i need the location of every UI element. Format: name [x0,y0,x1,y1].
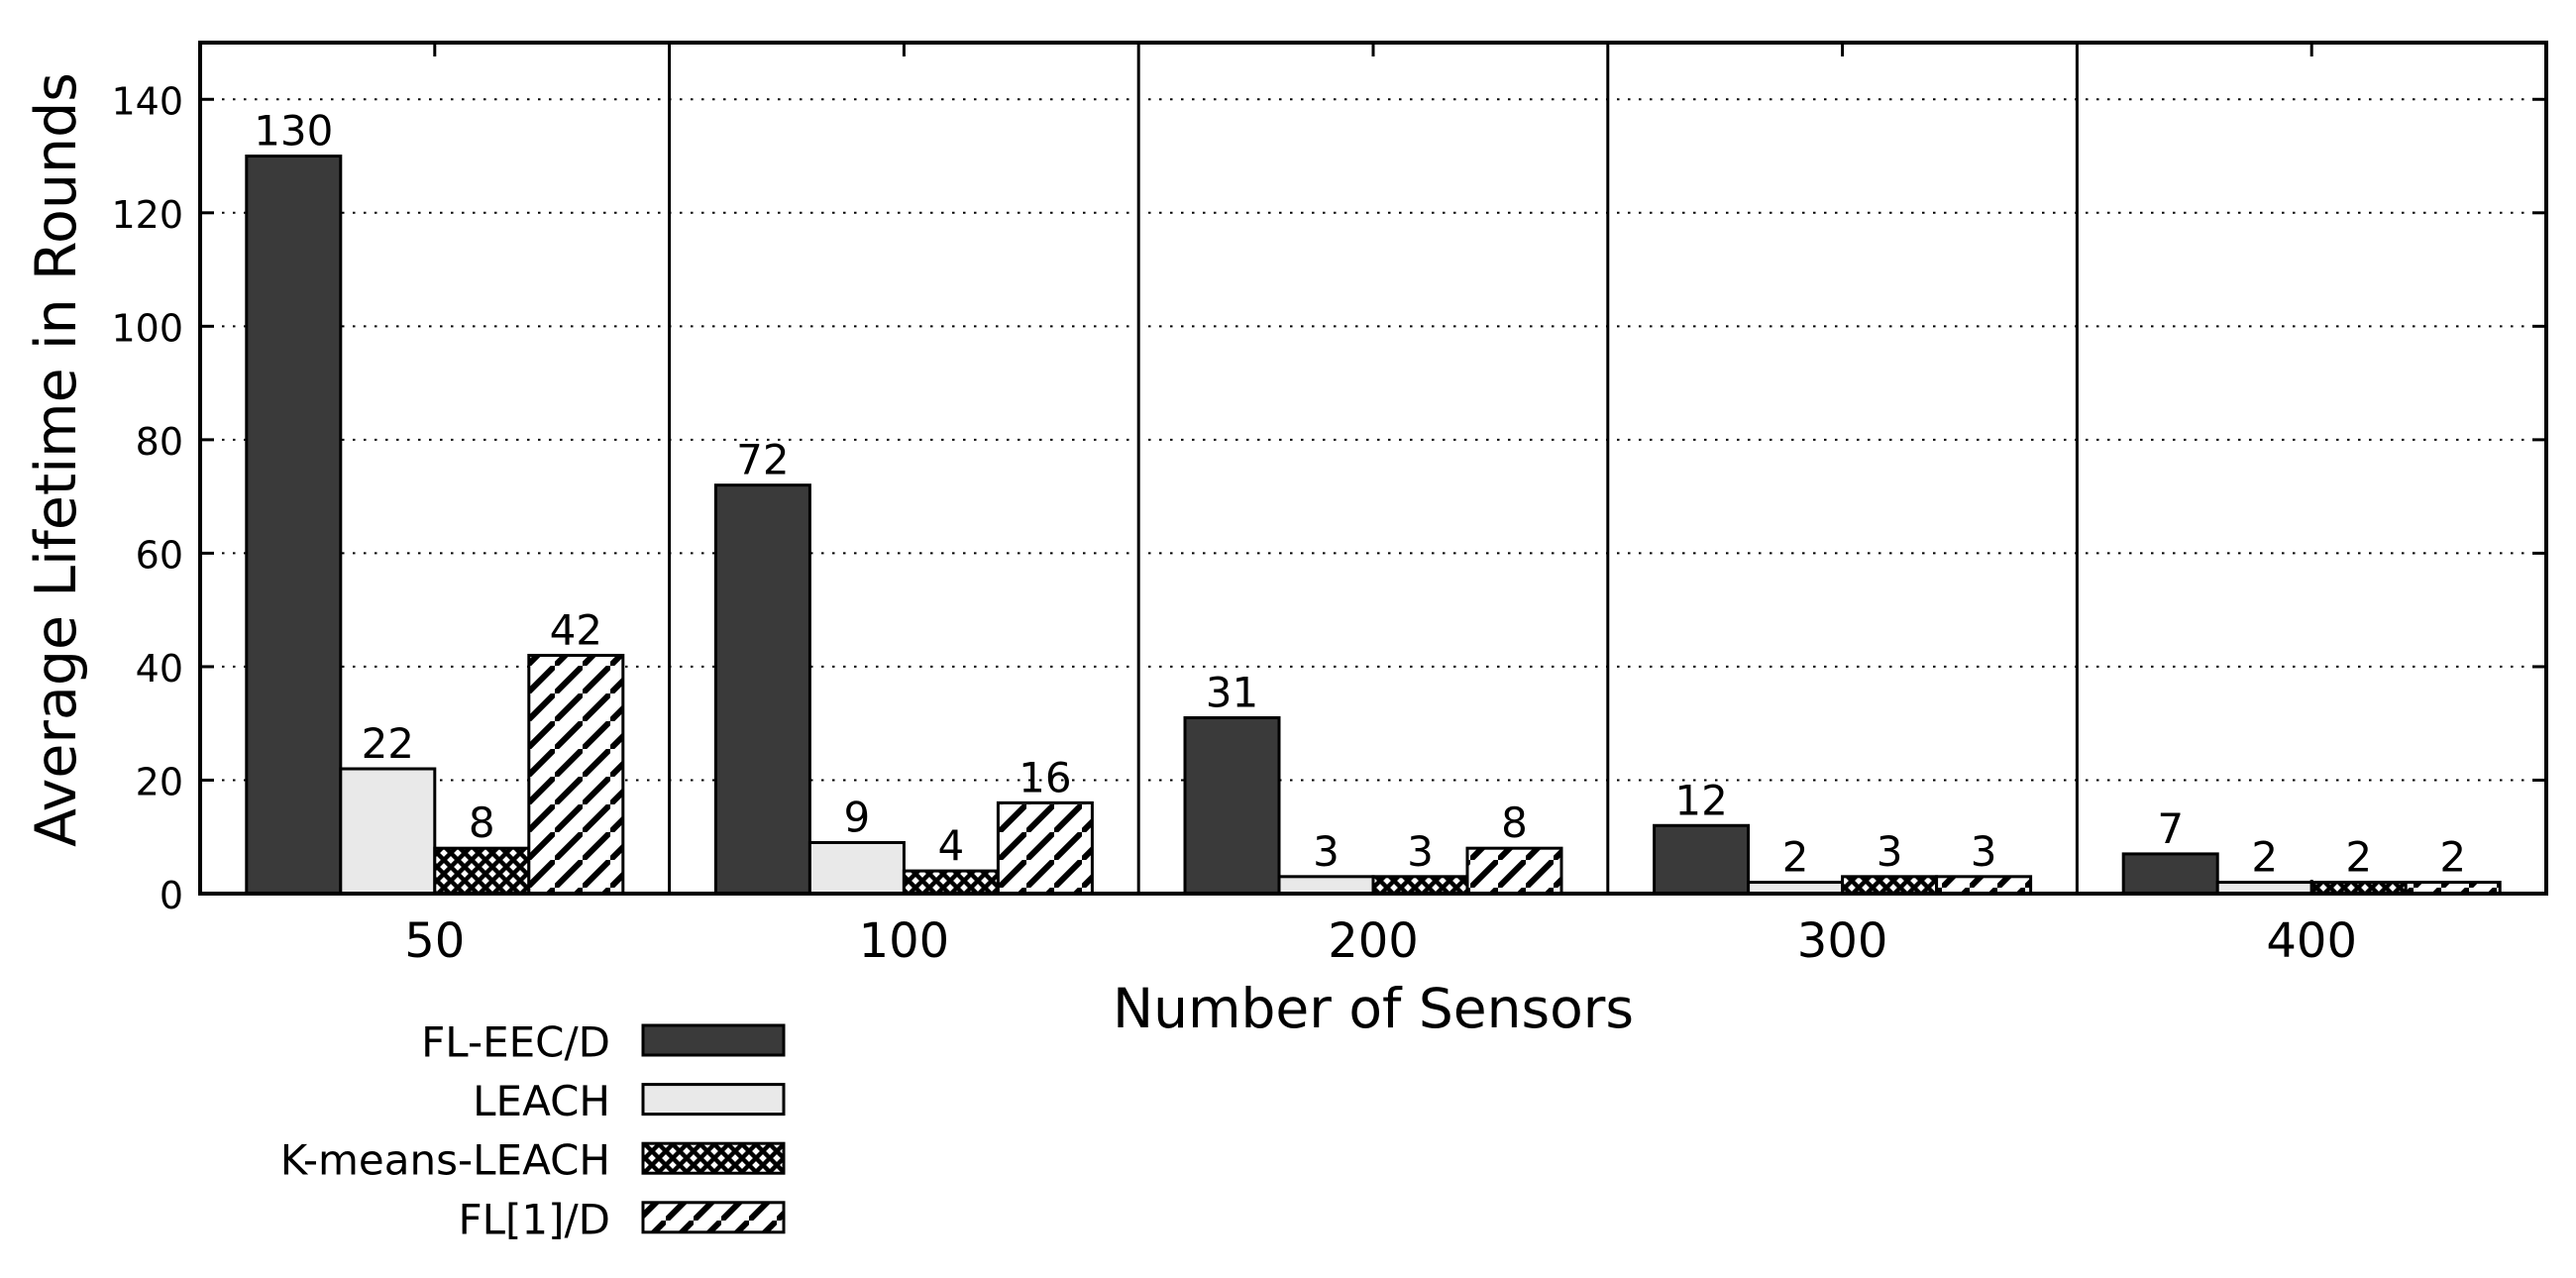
bar-value-label: 12 [1674,776,1727,824]
x-tick-label: 400 [2266,913,2357,969]
y-tick-label: 120 [111,193,183,237]
bar-value-label: 2 [2439,833,2466,882]
y-tick-label: 140 [111,79,183,123]
bar-K-means-LEACH-50 [433,846,531,896]
bar-value-label: 8 [469,799,495,847]
bar-value-label: 7 [2157,804,2184,853]
bar-FL-EEC/D-400 [2121,852,2219,896]
legend-swatch-LEACH [641,1083,786,1117]
bar-value-label: 42 [550,605,602,654]
x-axis-ticks: 50 100 200 300 400 [404,43,2357,969]
y-tick-label: 40 [136,647,183,691]
y-tick-label: 20 [136,760,183,803]
y-tick-label: 80 [136,420,183,464]
y-tick-label: 0 [160,874,183,917]
legend-swatch-K-means-LEACH [641,1141,786,1175]
panel-separators [668,43,2079,894]
bar-LEACH-50 [339,767,437,896]
bar-FL-EEC/D-200 [1183,715,1281,896]
x-tick-label: 200 [1328,913,1419,969]
x-tick-label: 100 [859,913,950,969]
bar-FL[1]/D-300 [1935,875,2033,896]
bar-value-label: 130 [254,107,333,156]
bar-FL[1]/D-50 [527,653,625,896]
y-axis-label: Average Lifetime in Rounds [24,72,89,847]
bar-LEACH-100 [807,840,906,896]
legend-label: FL[1]/D [458,1195,610,1243]
bar-value-label: 2 [2251,833,2278,882]
y-tick-label: 60 [136,533,183,577]
bar-FL-EEC/D-100 [713,483,811,896]
bar-value-label: 16 [1019,753,1071,801]
bar-value-label: 8 [1501,799,1528,847]
legend-label: LEACH [473,1077,610,1125]
bar-value-label: 3 [1407,827,1434,876]
legend: FL-EEC/D LEACH K-means-LEACH FL[1]/D [280,1018,786,1243]
bar-value-label: 4 [938,821,965,870]
bar-value-label: 3 [1971,827,1997,876]
legend-label: FL-EEC/D [421,1018,610,1067]
bar-value-label: 72 [736,436,789,484]
bar-FL-EEC/D-50 [245,155,343,896]
bar-value-label: 2 [1782,833,1809,882]
bar-FL[1]/D-200 [1465,846,1563,896]
bar-value-label: 22 [362,719,414,768]
plot-border [198,41,2548,896]
legend-swatch-FL-EEC/D [641,1023,786,1057]
bar-FL[1]/D-100 [996,800,1094,896]
legend-swatch-FL[1]/D [641,1201,786,1234]
bar-K-means-LEACH-300 [1841,875,1939,896]
x-tick-label: 50 [404,913,465,969]
y-tick-label: 100 [111,306,183,350]
legend-label: K-means-LEACH [280,1136,610,1185]
bar-FL-EEC/D-300 [1653,823,1751,896]
bar-value-label: 31 [1206,668,1258,716]
bar-value-label: 3 [1877,827,1903,876]
bar-K-means-LEACH-100 [902,869,1000,896]
x-tick-label: 300 [1797,913,1888,969]
bar-value-label: 9 [844,793,871,841]
x-axis-label: Number of Sensors [1112,977,1635,1040]
bar-value-label: 2 [2345,833,2372,882]
bar-LEACH-200 [1277,875,1375,896]
y-axis-ticks: 0 20 40 60 80 100 120 140 [111,79,2546,917]
bar-K-means-LEACH-200 [1371,875,1469,896]
bar-value-label: 3 [1313,827,1340,876]
